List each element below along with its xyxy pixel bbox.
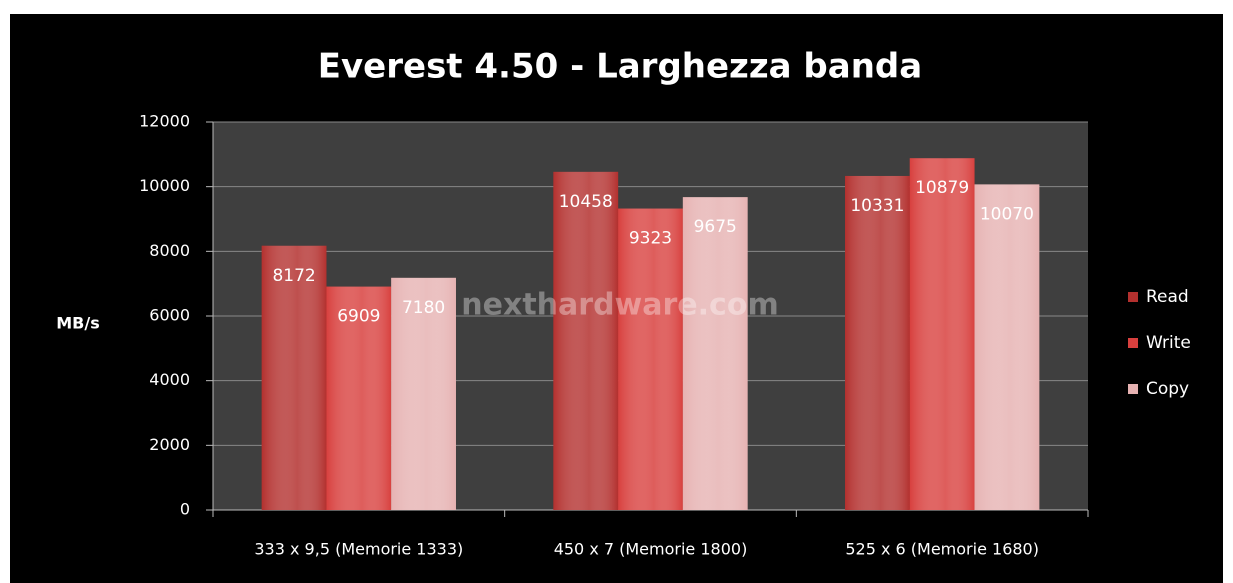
bar-shine (682, 197, 748, 511)
data-label: 10458 (559, 192, 613, 212)
legend-swatch (1128, 292, 1138, 302)
legend-label: Copy (1146, 379, 1189, 399)
data-label: 10070 (980, 204, 1034, 224)
bar-shine (326, 286, 392, 510)
bar-shine (261, 245, 327, 510)
y-tick-label: 8000 (149, 241, 190, 260)
watermark: nexthardware.com (461, 288, 778, 323)
legend-label: Read (1146, 287, 1189, 307)
legend-swatch (1128, 338, 1138, 348)
x-tick-label: 333 x 9,5 (Memorie 1333) (254, 540, 463, 559)
bar-shine (391, 277, 456, 510)
data-label: 10879 (915, 178, 969, 198)
y-tick-label: 6000 (149, 306, 190, 325)
bar-shine (618, 208, 683, 510)
legend-swatch (1128, 384, 1138, 394)
legend-label: Write (1146, 333, 1191, 353)
bar-shine (553, 171, 619, 510)
y-tick-label: 10000 (139, 176, 190, 195)
x-tick-label: 525 x 6 (Memorie 1680) (845, 540, 1039, 559)
data-label: 8172 (272, 266, 315, 286)
bar-shine (845, 175, 910, 510)
y-axis-label: MB/s (56, 314, 99, 333)
x-tick-label: 450 x 7 (Memorie 1800) (554, 540, 748, 559)
y-tick-label: 2000 (149, 435, 190, 454)
data-label: 10331 (850, 196, 904, 216)
bar-shine (909, 158, 975, 510)
y-tick-label: 12000 (139, 112, 190, 131)
data-label: 9675 (694, 217, 737, 237)
chart-title: Everest 4.50 - Larghezza banda (318, 47, 922, 87)
y-tick-label: 0 (180, 500, 190, 519)
data-label: 7180 (402, 298, 445, 318)
y-tick-label: 4000 (149, 370, 190, 389)
data-label: 9323 (629, 229, 672, 249)
data-label: 6909 (337, 307, 380, 327)
bar-shine (974, 184, 1040, 511)
